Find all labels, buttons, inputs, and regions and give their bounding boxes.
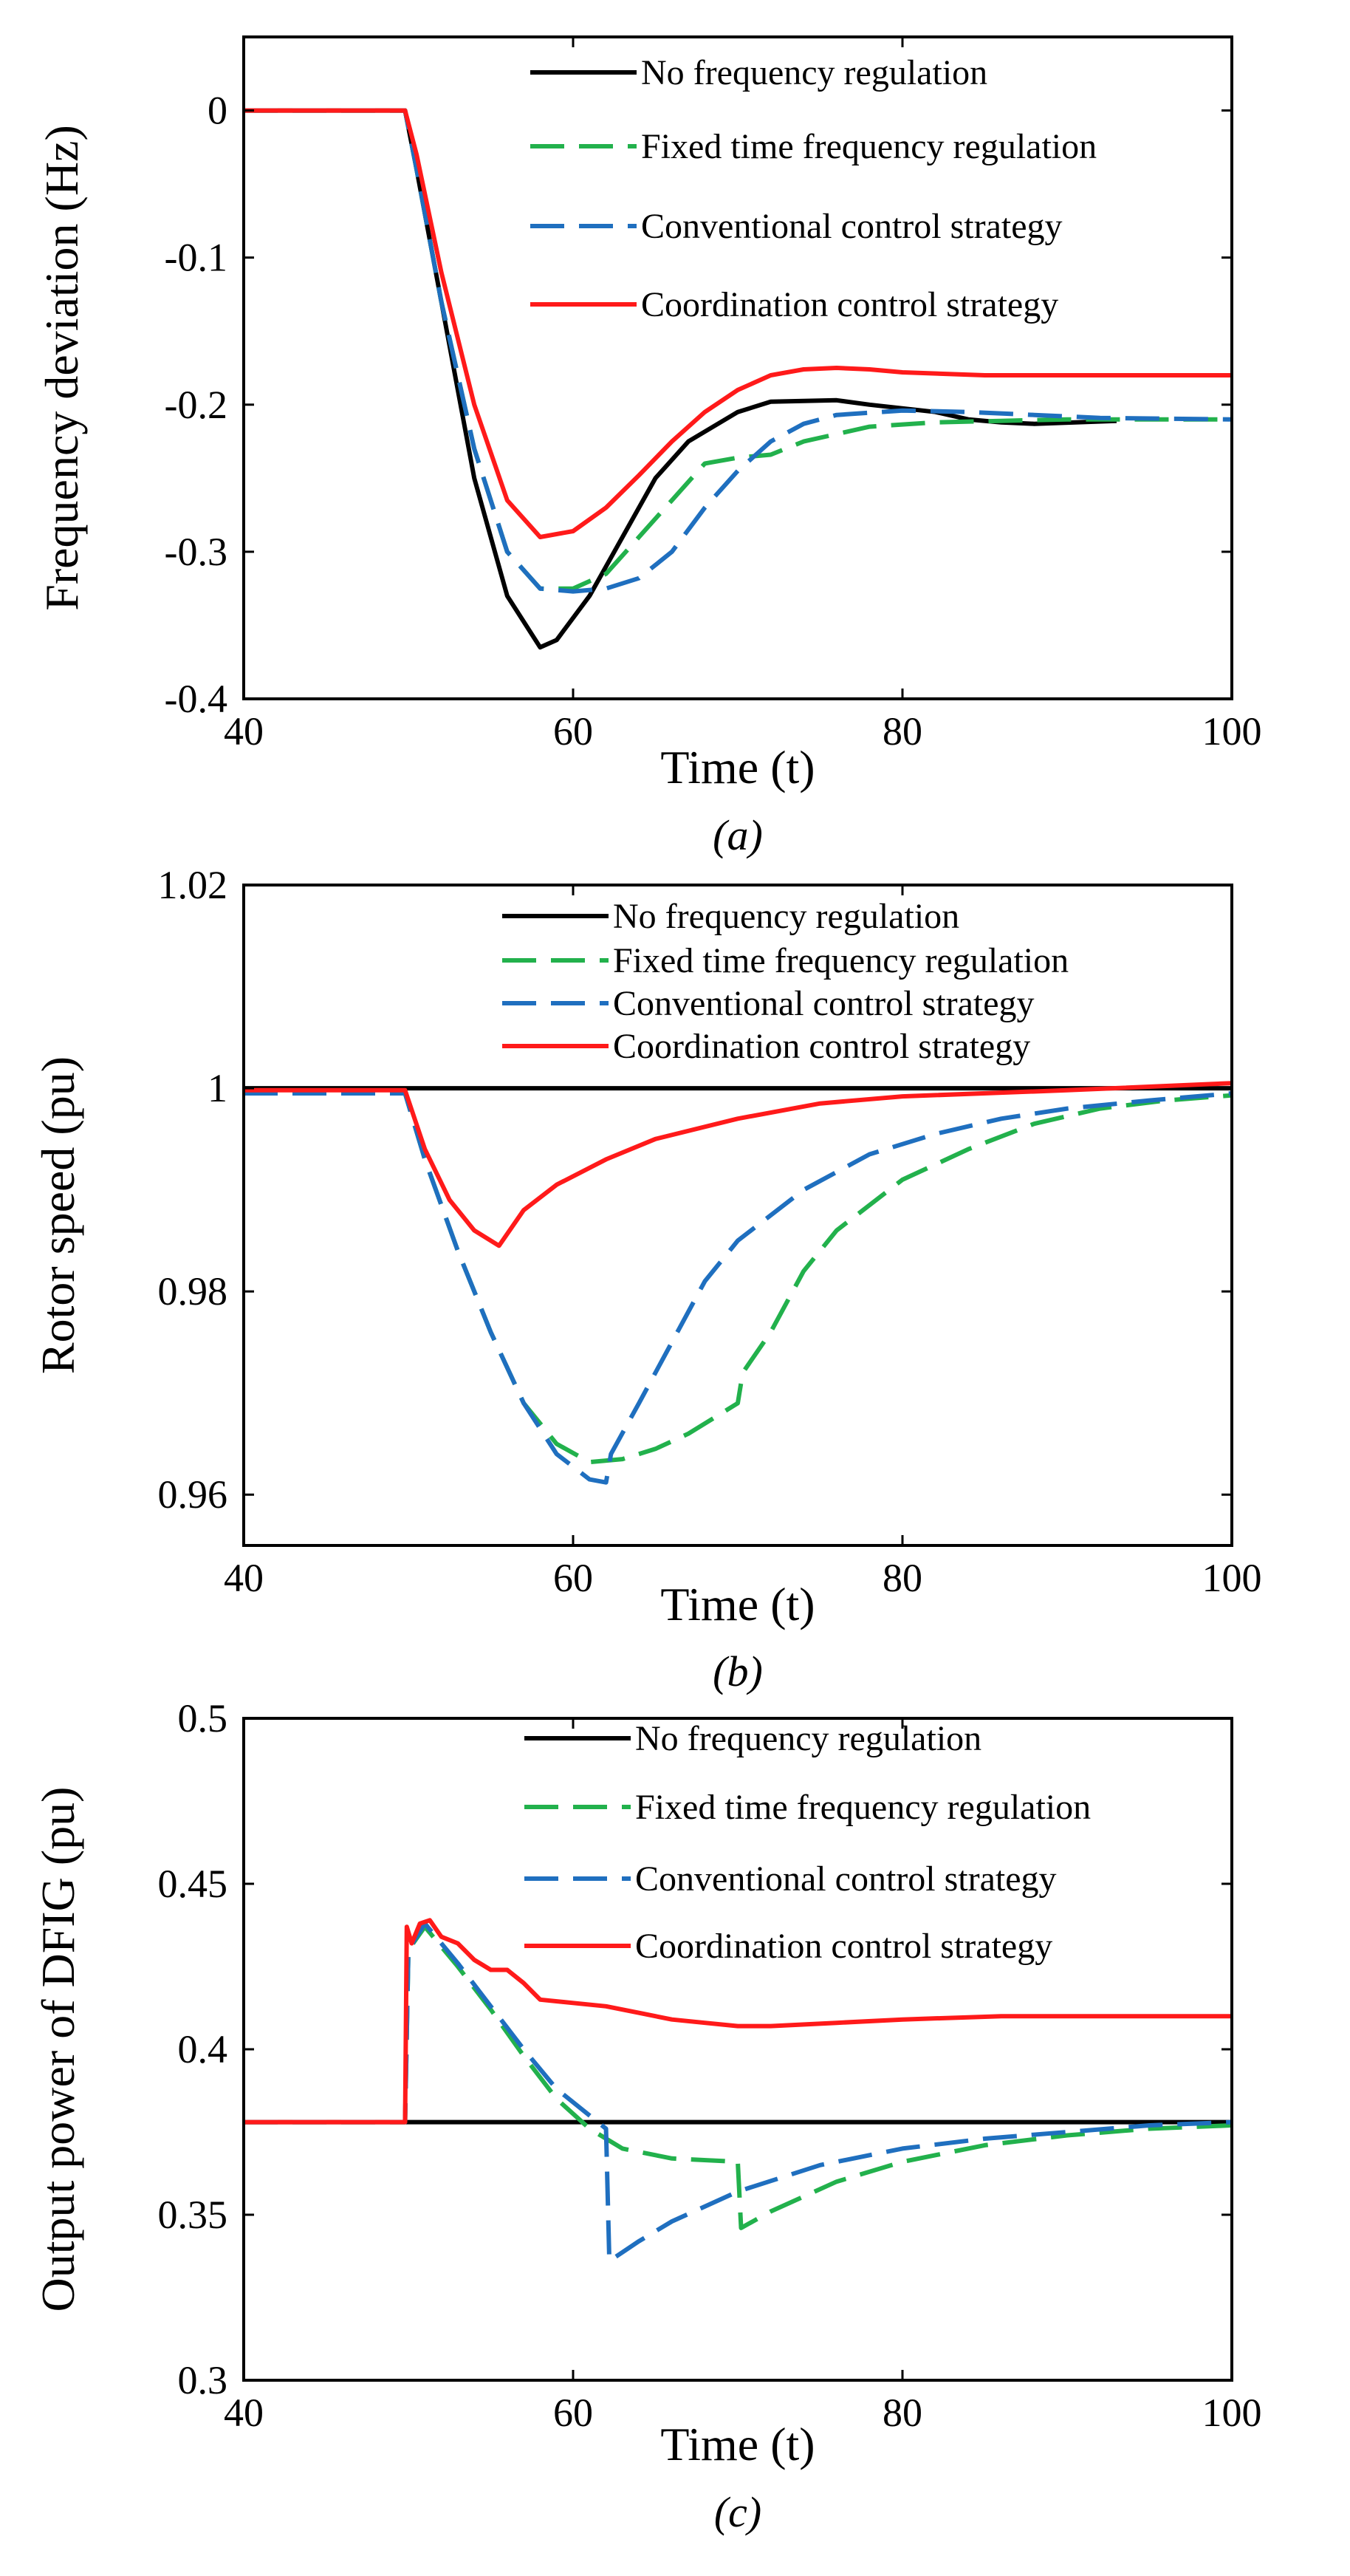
x-tick-label: 40 (224, 709, 264, 754)
legend-label: Fixed time frequency regulation (641, 127, 1097, 166)
series-line-no-regulation (244, 108, 1117, 650)
y-axis-title: Rotor speed (pu) (32, 1056, 84, 1374)
y-tick-label: -0.3 (165, 530, 227, 574)
series-line-coordination (244, 108, 1232, 539)
plot-area-frame (242, 884, 1233, 1547)
series-line-conventional (244, 1921, 1232, 2264)
y-tick-label: -0.4 (165, 677, 227, 721)
series-group (244, 108, 1232, 650)
series-line-coordination (244, 1081, 1232, 1248)
x-tick-label: 60 (553, 1556, 593, 1600)
legend-label: Coordination control strategy (613, 1027, 1030, 1066)
legend: No frequency regulation Fixed time freque… (530, 53, 1097, 324)
y-tick-label: -0.1 (165, 236, 227, 280)
series-line-conventional (244, 108, 1232, 594)
chart-panel-2: 40 60 80 100 1.02 1 0.98 0.96 Time (t) Rotor spee… (32, 863, 1262, 1695)
x-axis-title: Time (t) (660, 2418, 815, 2470)
y-tick-label: 0.96 (158, 1472, 228, 1517)
series-group (244, 1918, 1232, 2264)
x-tick-label: 40 (224, 1556, 264, 1600)
series-group (244, 1081, 1232, 1485)
series-line-fixed-time (244, 1924, 1232, 2230)
x-tick-label: 80 (883, 2391, 922, 2435)
chart-panel-3: 40 60 80 100 0.5 0.45 0.4 0.35 0.3 Time (t) Output… (32, 1696, 1262, 2536)
y-tick-label: 0.4 (178, 2027, 228, 2071)
legend-label: Conventional control strategy (613, 984, 1035, 1023)
series-line-fixed-time (244, 108, 1232, 591)
x-tick-label: 100 (1202, 1556, 1262, 1600)
x-axis-title: Time (t) (660, 1578, 815, 1630)
x-tick-label: 60 (553, 2391, 593, 2435)
y-tick-label: 0.35 (158, 2193, 228, 2237)
panel-label: (a) (713, 811, 763, 859)
x-tick-label: 80 (883, 709, 922, 754)
legend-label: No frequency regulation (641, 53, 987, 92)
chart-panel-1: 40 60 80 100 0 -0.1 -0.2 -0.3 -0.4 Time (t) Freque… (35, 35, 1262, 859)
legend: No frequency regulation Fixed time freque… (502, 897, 1069, 1066)
y-tick-label: 0.3 (178, 2358, 228, 2402)
y-tick-label: 0.98 (158, 1269, 228, 1313)
legend-label: Coordination control strategy (635, 1927, 1052, 1966)
y-tick-label: 1 (208, 1066, 227, 1110)
y-tick-label: 0.5 (178, 1696, 228, 1740)
x-tick-label: 100 (1202, 2391, 1262, 2435)
series-line-coordination (244, 1918, 1232, 2125)
panel-label: (b) (713, 1647, 763, 1695)
legend-label: No frequency regulation (613, 897, 959, 936)
legend-label: No frequency regulation (635, 1719, 981, 1758)
legend-label: Fixed time frequency regulation (635, 1788, 1091, 1827)
x-tick-label: 40 (224, 2391, 264, 2435)
series-line-fixed-time (244, 1091, 1232, 1465)
legend-label: Coordination control strategy (641, 285, 1058, 324)
plot-area-frame (242, 35, 1233, 700)
y-tick-label: 0 (208, 89, 227, 133)
y-tick-label: 1.02 (158, 863, 228, 907)
x-axis-title: Time (t) (660, 741, 815, 793)
series-line-conventional (244, 1091, 1232, 1485)
panel-label: (c) (714, 2488, 761, 2536)
legend-label: Conventional control strategy (641, 207, 1063, 246)
legend: No frequency regulation Fixed time freque… (524, 1719, 1091, 1966)
y-tick-label: 0.45 (158, 1862, 228, 1906)
x-tick-label: 60 (553, 709, 593, 754)
y-tick-label: -0.2 (165, 383, 227, 427)
y-axis-title: Frequency deviation (Hz) (35, 125, 88, 611)
legend-label: Conventional control strategy (635, 1859, 1057, 1899)
legend-label: Fixed time frequency regulation (613, 941, 1069, 980)
y-axis-title: Output power of DFIG (pu) (32, 1787, 84, 2312)
x-tick-label: 100 (1202, 709, 1262, 754)
x-tick-label: 80 (883, 1556, 922, 1600)
